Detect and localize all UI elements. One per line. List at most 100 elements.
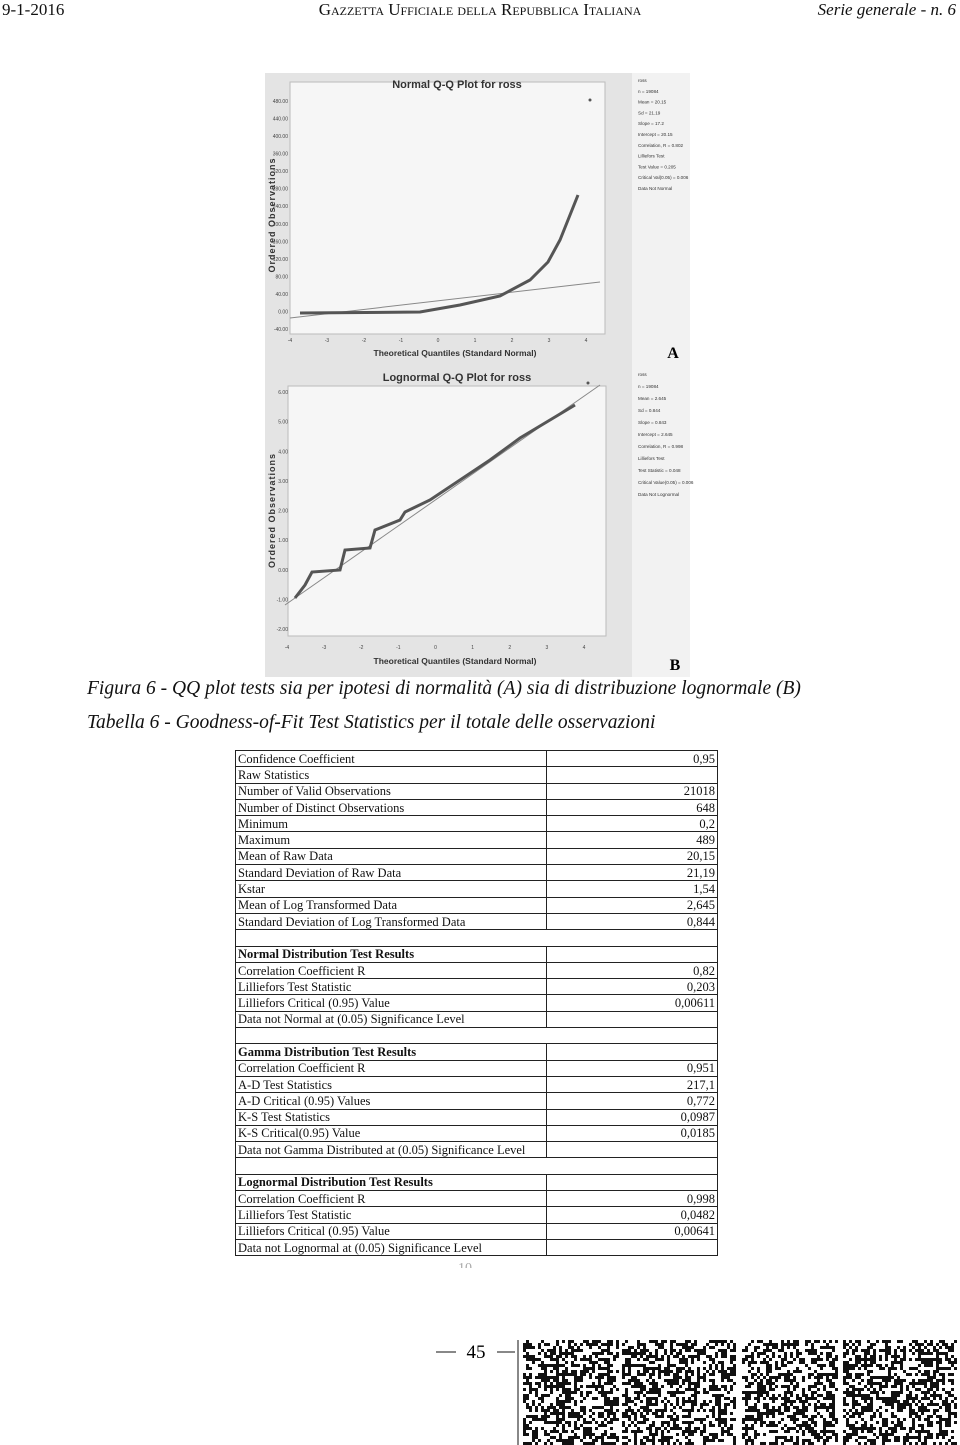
code-cell bbox=[610, 1364, 613, 1367]
code-cell bbox=[805, 1364, 808, 1367]
code-cell bbox=[571, 1409, 574, 1412]
code-cell bbox=[861, 1436, 864, 1439]
code-cell bbox=[697, 1367, 700, 1370]
code-cell bbox=[867, 1403, 870, 1406]
y-tick-label: 200.00 bbox=[273, 222, 289, 228]
code-cell bbox=[631, 1421, 634, 1424]
code-cell bbox=[610, 1427, 613, 1430]
code-cell bbox=[823, 1340, 826, 1343]
code-cell bbox=[748, 1439, 751, 1442]
code-cell bbox=[870, 1400, 873, 1403]
code-cell bbox=[817, 1379, 820, 1382]
code-cell bbox=[538, 1346, 541, 1349]
code-cell bbox=[802, 1358, 805, 1361]
code-cell bbox=[622, 1421, 625, 1424]
code-cell bbox=[832, 1358, 835, 1361]
table-cell bbox=[546, 1141, 718, 1159]
code-cell bbox=[858, 1361, 861, 1364]
code-cell bbox=[885, 1421, 888, 1424]
code-cell bbox=[793, 1358, 796, 1361]
code-cell bbox=[861, 1406, 864, 1409]
code-cell bbox=[945, 1397, 948, 1400]
code-cell bbox=[610, 1436, 613, 1439]
code-cell bbox=[826, 1397, 829, 1400]
code-cell bbox=[574, 1379, 577, 1382]
code-cell bbox=[547, 1343, 550, 1346]
code-cell bbox=[784, 1403, 787, 1406]
code-cell bbox=[808, 1349, 811, 1352]
code-cell bbox=[894, 1382, 897, 1385]
code-cell bbox=[562, 1370, 565, 1373]
code-cell bbox=[951, 1361, 954, 1364]
code-cell bbox=[942, 1388, 945, 1391]
code-cell bbox=[870, 1424, 873, 1427]
code-cell bbox=[864, 1424, 867, 1427]
code-cell bbox=[598, 1352, 601, 1355]
code-cell bbox=[751, 1415, 754, 1418]
code-cell bbox=[927, 1409, 930, 1412]
code-cell bbox=[930, 1382, 933, 1385]
code-cell bbox=[945, 1400, 948, 1403]
code-cell bbox=[912, 1427, 915, 1430]
code-cell bbox=[939, 1394, 942, 1397]
code-cell bbox=[766, 1412, 769, 1415]
code-cell bbox=[748, 1385, 751, 1388]
code-cell bbox=[772, 1376, 775, 1379]
code-cell bbox=[846, 1421, 849, 1424]
code-cell bbox=[757, 1397, 760, 1400]
code-cell bbox=[948, 1415, 951, 1418]
code-cell bbox=[637, 1343, 640, 1346]
table-row: Lilliefors Critical (0.95) Value 0,00611 bbox=[235, 994, 718, 1012]
stats-line: Intercept = 2.645 bbox=[638, 432, 673, 437]
code-cell bbox=[805, 1397, 808, 1400]
code-cell bbox=[879, 1382, 882, 1385]
code-cell bbox=[703, 1391, 706, 1394]
code-cell bbox=[766, 1367, 769, 1370]
code-cell bbox=[709, 1400, 712, 1403]
code-cell bbox=[909, 1430, 912, 1433]
code-cell bbox=[864, 1358, 867, 1361]
code-cell bbox=[855, 1430, 858, 1433]
code-cell bbox=[936, 1379, 939, 1382]
code-cell bbox=[595, 1352, 598, 1355]
code-cell bbox=[652, 1436, 655, 1439]
code-cell bbox=[802, 1376, 805, 1379]
table-row: A-D Test Statistics 217,1 bbox=[235, 1075, 718, 1094]
code-cell bbox=[676, 1439, 679, 1442]
code-cell bbox=[724, 1352, 727, 1355]
code-cell bbox=[811, 1358, 814, 1361]
code-cell bbox=[745, 1418, 748, 1421]
code-cell bbox=[772, 1352, 775, 1355]
code-cell bbox=[879, 1376, 882, 1379]
code-cell bbox=[676, 1379, 679, 1382]
code-cell bbox=[849, 1394, 852, 1397]
code-cell bbox=[610, 1370, 613, 1373]
x-tick-label: 0 bbox=[434, 645, 437, 651]
x-tick-label: -4 bbox=[285, 645, 290, 651]
code-cell bbox=[550, 1352, 553, 1355]
code-cell bbox=[583, 1364, 586, 1367]
code-cell bbox=[927, 1418, 930, 1421]
code-cell bbox=[852, 1343, 855, 1346]
code-cell bbox=[906, 1439, 909, 1442]
code-cell bbox=[846, 1367, 849, 1370]
code-cell bbox=[667, 1379, 670, 1382]
code-cell bbox=[879, 1364, 882, 1367]
code-cell bbox=[703, 1418, 706, 1421]
code-cell bbox=[742, 1436, 745, 1439]
code-cell bbox=[870, 1382, 873, 1385]
code-cell bbox=[652, 1421, 655, 1424]
code-cell bbox=[625, 1442, 628, 1445]
code-cell bbox=[553, 1352, 556, 1355]
code-cell bbox=[625, 1427, 628, 1430]
code-cell bbox=[613, 1355, 616, 1358]
code-cell bbox=[532, 1439, 535, 1442]
code-cell bbox=[601, 1373, 604, 1376]
code-cell bbox=[921, 1352, 924, 1355]
code-cell bbox=[667, 1442, 670, 1445]
code-cell bbox=[897, 1424, 900, 1427]
code-cell bbox=[930, 1340, 933, 1343]
code-cell bbox=[652, 1340, 655, 1343]
code-cell bbox=[882, 1367, 885, 1370]
code-cell bbox=[843, 1415, 846, 1418]
